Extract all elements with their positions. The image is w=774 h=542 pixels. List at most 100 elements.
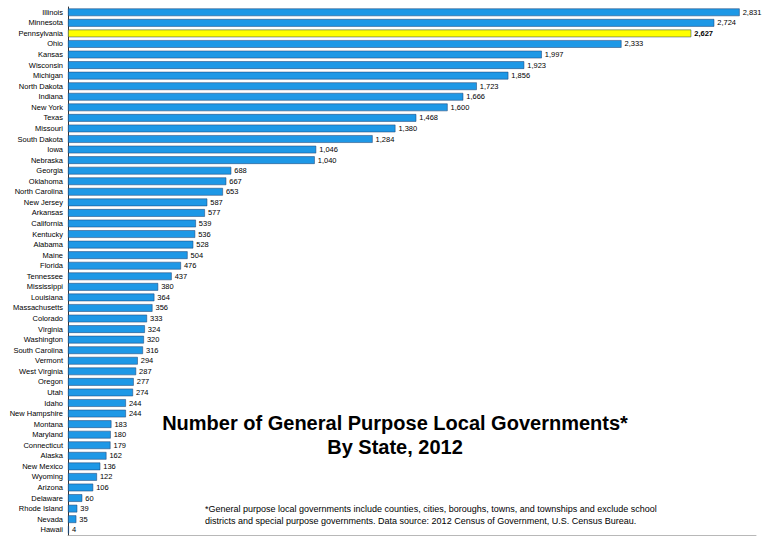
svg-text:364: 364 (157, 293, 170, 302)
svg-text:Ohio: Ohio (47, 39, 63, 48)
svg-text:244: 244 (129, 409, 142, 418)
svg-text:Minnesota: Minnesota (28, 18, 63, 27)
svg-text:1,468: 1,468 (419, 113, 438, 122)
svg-text:Delaware: Delaware (31, 494, 63, 503)
svg-text:Alaska: Alaska (40, 451, 63, 460)
svg-text:35: 35 (79, 515, 87, 524)
svg-text:Arkansas: Arkansas (32, 208, 64, 217)
svg-text:2,627: 2,627 (694, 29, 713, 38)
svg-text:New Hampshire: New Hampshire (10, 409, 63, 418)
svg-text:60: 60 (85, 494, 93, 503)
svg-text:Nebraska: Nebraska (31, 156, 64, 165)
svg-text:1,666: 1,666 (466, 92, 485, 101)
svg-text:Rhode Island: Rhode Island (19, 504, 63, 513)
svg-text:Washington: Washington (24, 335, 63, 344)
svg-text:Missouri: Missouri (35, 124, 63, 133)
svg-text:Iowa: Iowa (47, 145, 64, 154)
svg-text:Michigan: Michigan (33, 71, 63, 80)
svg-text:South Dakota: South Dakota (18, 135, 64, 144)
svg-text:California: California (31, 219, 64, 228)
svg-text:2,831: 2,831 (743, 8, 762, 17)
svg-text:356: 356 (155, 303, 168, 312)
svg-text:136: 136 (103, 462, 116, 471)
svg-text:Oregon: Oregon (38, 377, 63, 386)
svg-text:New Mexico: New Mexico (22, 462, 63, 471)
svg-text:1,856: 1,856 (511, 71, 530, 80)
svg-text:1,046: 1,046 (319, 145, 338, 154)
svg-text:1,380: 1,380 (398, 124, 417, 133)
svg-text:539: 539 (199, 219, 212, 228)
svg-text:179: 179 (113, 441, 126, 450)
svg-text:653: 653 (226, 187, 239, 196)
svg-text:287: 287 (139, 367, 152, 376)
svg-text:Wisconsin: Wisconsin (29, 61, 63, 70)
svg-text:Louisiana: Louisiana (31, 293, 64, 302)
svg-text:476: 476 (184, 261, 197, 270)
svg-text:437: 437 (175, 272, 188, 281)
svg-text:320: 320 (147, 335, 160, 344)
svg-text:Indiana: Indiana (38, 92, 63, 101)
svg-text:Colorado: Colorado (33, 314, 63, 323)
svg-text:*General purpose local governm: *General purpose local governments inclu… (205, 504, 657, 514)
svg-text:183: 183 (114, 420, 127, 429)
svg-text:Virginia: Virginia (38, 325, 64, 334)
svg-text:106: 106 (96, 483, 109, 492)
svg-text:Massachusetts: Massachusetts (13, 303, 63, 312)
svg-text:39: 39 (80, 504, 88, 513)
svg-text:Texas: Texas (43, 113, 63, 122)
svg-text:Connecticut: Connecticut (23, 441, 64, 450)
svg-text:162: 162 (109, 451, 122, 460)
svg-text:1,040: 1,040 (318, 156, 337, 165)
svg-text:districts and special purpose: districts and special purpose government… (205, 516, 636, 526)
svg-text:Arizona: Arizona (38, 483, 64, 492)
svg-text:274: 274 (136, 388, 149, 397)
svg-text:Number of General Purpose Loca: Number of General Purpose Local Governme… (162, 412, 628, 434)
svg-text:316: 316 (146, 346, 159, 355)
svg-text:1,723: 1,723 (480, 82, 499, 91)
svg-text:North Dakota: North Dakota (19, 82, 64, 91)
svg-text:667: 667 (229, 177, 242, 186)
svg-text:Utah: Utah (47, 388, 63, 397)
svg-text:536: 536 (198, 230, 211, 239)
svg-text:Oklahoma: Oklahoma (29, 177, 64, 186)
svg-text:Georgia: Georgia (36, 166, 64, 175)
svg-text:587: 587 (210, 198, 223, 207)
svg-text:West Virginia: West Virginia (19, 367, 64, 376)
svg-text:333: 333 (150, 314, 163, 323)
svg-text:Maryland: Maryland (32, 430, 63, 439)
svg-text:1,600: 1,600 (451, 103, 470, 112)
svg-text:Wyoming: Wyoming (32, 472, 63, 481)
svg-text:Hawaii: Hawaii (40, 525, 63, 534)
svg-text:294: 294 (141, 356, 154, 365)
svg-text:Tennessee: Tennessee (27, 272, 63, 281)
svg-text:New York: New York (31, 103, 63, 112)
svg-text:Kansas: Kansas (38, 50, 63, 59)
svg-text:New Jersey: New Jersey (24, 198, 63, 207)
svg-text:122: 122 (100, 472, 113, 481)
svg-text:South Carolina: South Carolina (13, 346, 63, 355)
svg-text:Montana: Montana (34, 420, 64, 429)
svg-text:180: 180 (114, 430, 127, 439)
svg-text:Illinois: Illinois (42, 8, 63, 17)
svg-text:528: 528 (196, 240, 209, 249)
svg-text:Florida: Florida (40, 261, 64, 270)
svg-text:Nevada: Nevada (37, 515, 64, 524)
svg-text:688: 688 (234, 166, 247, 175)
svg-text:Maine: Maine (43, 251, 63, 260)
svg-text:380: 380 (161, 282, 174, 291)
svg-text:2,333: 2,333 (624, 39, 643, 48)
svg-text:244: 244 (129, 399, 142, 408)
svg-text:Idaho: Idaho (44, 399, 63, 408)
svg-text:By State, 2012: By State, 2012 (327, 436, 463, 458)
svg-text:Pennsylvania: Pennsylvania (18, 29, 63, 38)
svg-text:Mississippi: Mississippi (27, 282, 64, 291)
svg-text:504: 504 (191, 251, 204, 260)
svg-text:1,284: 1,284 (376, 135, 395, 144)
svg-text:1,997: 1,997 (545, 50, 564, 59)
svg-text:4: 4 (72, 525, 76, 534)
svg-text:Alabama: Alabama (33, 240, 63, 249)
svg-text:277: 277 (137, 377, 150, 386)
svg-text:2,724: 2,724 (717, 18, 736, 27)
svg-text:577: 577 (208, 208, 221, 217)
svg-text:North Carolina: North Carolina (15, 187, 64, 196)
